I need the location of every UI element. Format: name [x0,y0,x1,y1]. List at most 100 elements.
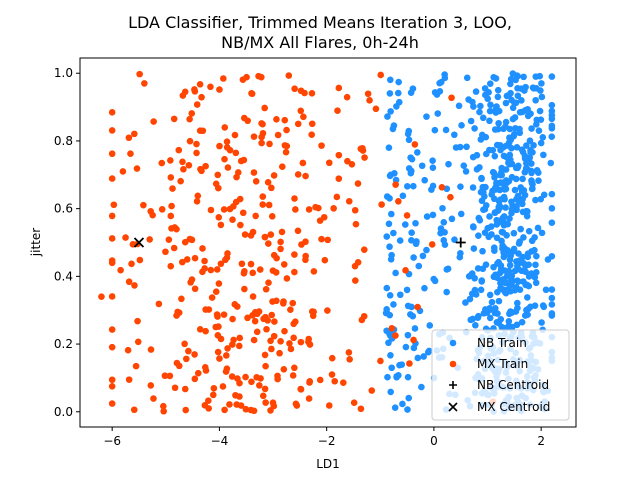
mx-train-point [175,146,183,154]
nb-train-point [486,146,493,154]
mx-train-point [240,156,248,164]
mx-train-point [196,81,204,88]
mx-train-point [297,338,305,346]
mx-train-point [214,171,222,179]
nb-train-point [536,107,544,115]
nb-train-point [524,311,531,319]
nb-train-point [409,312,417,320]
mx-train-point [150,395,157,402]
nb-train-point [490,169,498,177]
x-tick-label: −4 [211,434,229,448]
nb-train-point [410,254,417,261]
mx-train-point [158,206,166,213]
mx-train-point [242,405,250,413]
nb-train-point [487,223,495,230]
mx-train-point [201,265,208,272]
nb-train-point [523,212,531,220]
mx-train-point [299,159,307,167]
mx-train-point [256,382,263,389]
mx-train-point [215,214,223,221]
nb-train-point [462,168,470,175]
nb-train-point [497,284,504,292]
mx-train-point [294,120,302,128]
mx-train-point [410,336,417,344]
nb-train-point [441,229,448,236]
mx-train-point [130,406,138,414]
mx-train-point [359,144,366,152]
mx-train-point [108,212,116,220]
nb-train-point [486,80,494,88]
nb-train-point [514,192,522,200]
legend-frame [431,329,570,421]
mx-train-point [196,325,204,333]
mx-train-point [294,227,302,235]
mx-train-point [209,391,217,399]
mx-train-point [125,278,133,286]
nb-train-point [537,87,544,94]
mx-train-point [308,89,316,97]
nb-train-point [472,321,479,329]
mx-train-point [310,308,317,316]
nb-train-point [517,225,524,233]
nb-train-point [488,298,496,306]
nb-train-point [495,197,503,205]
mx-train-point [265,201,273,209]
mx-train-point [335,175,343,182]
mx-train-point [265,279,272,286]
nb-train-point [429,211,437,219]
nb-train-point [423,113,430,120]
nb-train-point [415,262,423,270]
mx-train-point [213,266,221,273]
nb-train-point [405,394,413,402]
mx-train-point [290,334,297,342]
mx-train-point [273,297,280,305]
mx-train-point [179,92,187,99]
nb-train-point [539,134,547,141]
nb-train-point [488,231,495,238]
mx-train-point [119,168,127,175]
nb-train-point [495,119,502,127]
mx-train-point [237,221,244,229]
nb-train-point [456,143,464,151]
nb-train-point [540,151,547,159]
nb-train-point [457,183,464,191]
nb-train-point [442,126,450,134]
mx-train-point [406,360,413,367]
nb-train-point [491,209,499,216]
nb-train-point [479,247,486,255]
y-tick-label: 0.8 [54,134,73,148]
nb-train-point [470,103,477,110]
nb-train-point [408,303,415,311]
nb-train-point [395,78,402,86]
legend-label-mx-train: MX Train [477,357,528,371]
mx-train-point [305,395,313,402]
mx-train-point [280,261,288,268]
mx-train-point [252,212,259,220]
nb-train-point [486,117,493,125]
nb-train-point [522,262,529,270]
mx-train-point [196,127,204,134]
mx-train-point [167,212,175,220]
mx-train-point [229,341,236,348]
nb-train-point [423,213,431,220]
nb-train-point [522,106,529,114]
mx-train-point [283,275,291,282]
mx-train-point [125,376,133,383]
nb-train-point [494,93,502,101]
nb-train-point [486,107,494,115]
nb-train-point [538,80,545,87]
mx-train-point [132,362,140,370]
nb-train-point [548,294,556,302]
nb-train-point [540,191,548,199]
mx-train-point [368,387,376,394]
nb-train-point [451,131,458,139]
mx-train-point [325,159,333,167]
mx-train-point [318,235,325,243]
mx-train-point [224,164,232,171]
nb-train-point [503,154,511,161]
nb-train-point [548,252,556,260]
mx-train-point [328,354,336,362]
nb-train-point [515,240,523,247]
mx-train-point [194,369,202,377]
mx-train-point [292,206,299,213]
